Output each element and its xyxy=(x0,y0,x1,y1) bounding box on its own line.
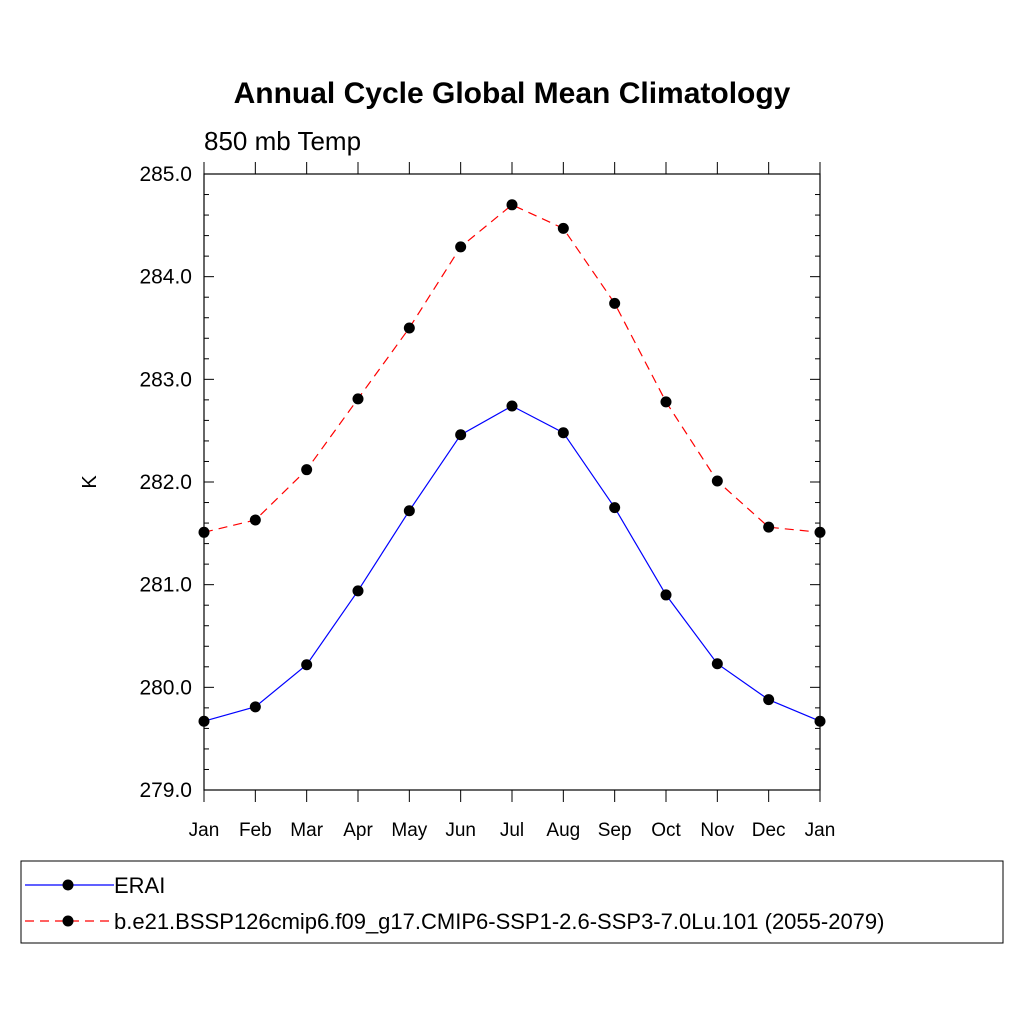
series-layer xyxy=(198,199,826,727)
y-tick-label: 281.0 xyxy=(139,574,192,597)
legend-marker xyxy=(62,879,74,891)
data-point xyxy=(249,701,261,713)
data-point xyxy=(660,589,672,601)
x-tick-label: Sep xyxy=(598,820,632,841)
legend-label: b.e21.BSSP126cmip6.f09_g17.CMIP6-SSP1-2.… xyxy=(114,909,884,934)
data-point xyxy=(557,427,569,439)
legend-marker xyxy=(62,915,74,927)
y-tick-label: 279.0 xyxy=(139,779,192,802)
y-axis-label: K xyxy=(79,475,101,489)
data-point xyxy=(403,505,415,517)
x-tick-label: Apr xyxy=(343,820,373,841)
x-tick-label: Jun xyxy=(445,820,476,841)
data-point xyxy=(763,521,775,533)
plot-frame xyxy=(203,173,821,791)
x-tick-label: Jul xyxy=(500,820,524,841)
x-tick-label: Nov xyxy=(700,820,734,841)
data-point xyxy=(557,222,569,234)
data-point xyxy=(609,502,621,514)
data-point xyxy=(506,400,518,412)
x-tick-label: Feb xyxy=(239,820,272,841)
data-point xyxy=(609,297,621,309)
y-tick-label: 285.0 xyxy=(139,163,192,186)
x-tick-label: Dec xyxy=(752,820,786,841)
series-0 xyxy=(198,400,826,727)
x-tick-label: Jan xyxy=(805,820,836,841)
x-tick-label: Aug xyxy=(546,820,580,841)
x-tick-label: Oct xyxy=(651,820,681,841)
data-point xyxy=(455,241,467,253)
data-point xyxy=(711,658,723,670)
y-tick-label: 283.0 xyxy=(139,368,192,391)
legend-label: ERAI xyxy=(114,873,165,898)
data-point xyxy=(506,199,518,211)
data-point xyxy=(352,585,364,597)
data-point xyxy=(660,396,672,408)
data-point xyxy=(249,514,261,526)
x-tick-label: Mar xyxy=(290,820,323,841)
axis-ticks: 279.0 280.0 281.0 282.0 283.0 284.0 285.0 Jan Fe… xyxy=(139,162,835,841)
y-tick-label: 280.0 xyxy=(139,676,192,699)
y-tick-label: 282.0 xyxy=(139,471,192,494)
data-point xyxy=(301,464,313,476)
legend-box xyxy=(20,860,1004,944)
series-1 xyxy=(198,199,826,538)
y-tick-label: 284.0 xyxy=(139,266,192,289)
data-point xyxy=(403,322,415,334)
data-point xyxy=(301,659,313,671)
data-point xyxy=(352,393,364,405)
data-point xyxy=(711,475,723,487)
x-tick-label: Jan xyxy=(189,820,220,841)
chart-title: Annual Cycle Global Mean Climatology xyxy=(234,77,791,110)
data-point xyxy=(763,694,775,706)
x-tick-label: May xyxy=(391,820,427,841)
legend: ERAI b.e21.BSSP126cmip6.f09_g17.CMIP6-SSP… xyxy=(20,860,1004,944)
chart-subtitle: 850 mb Temp xyxy=(204,126,361,156)
data-point xyxy=(455,429,467,441)
